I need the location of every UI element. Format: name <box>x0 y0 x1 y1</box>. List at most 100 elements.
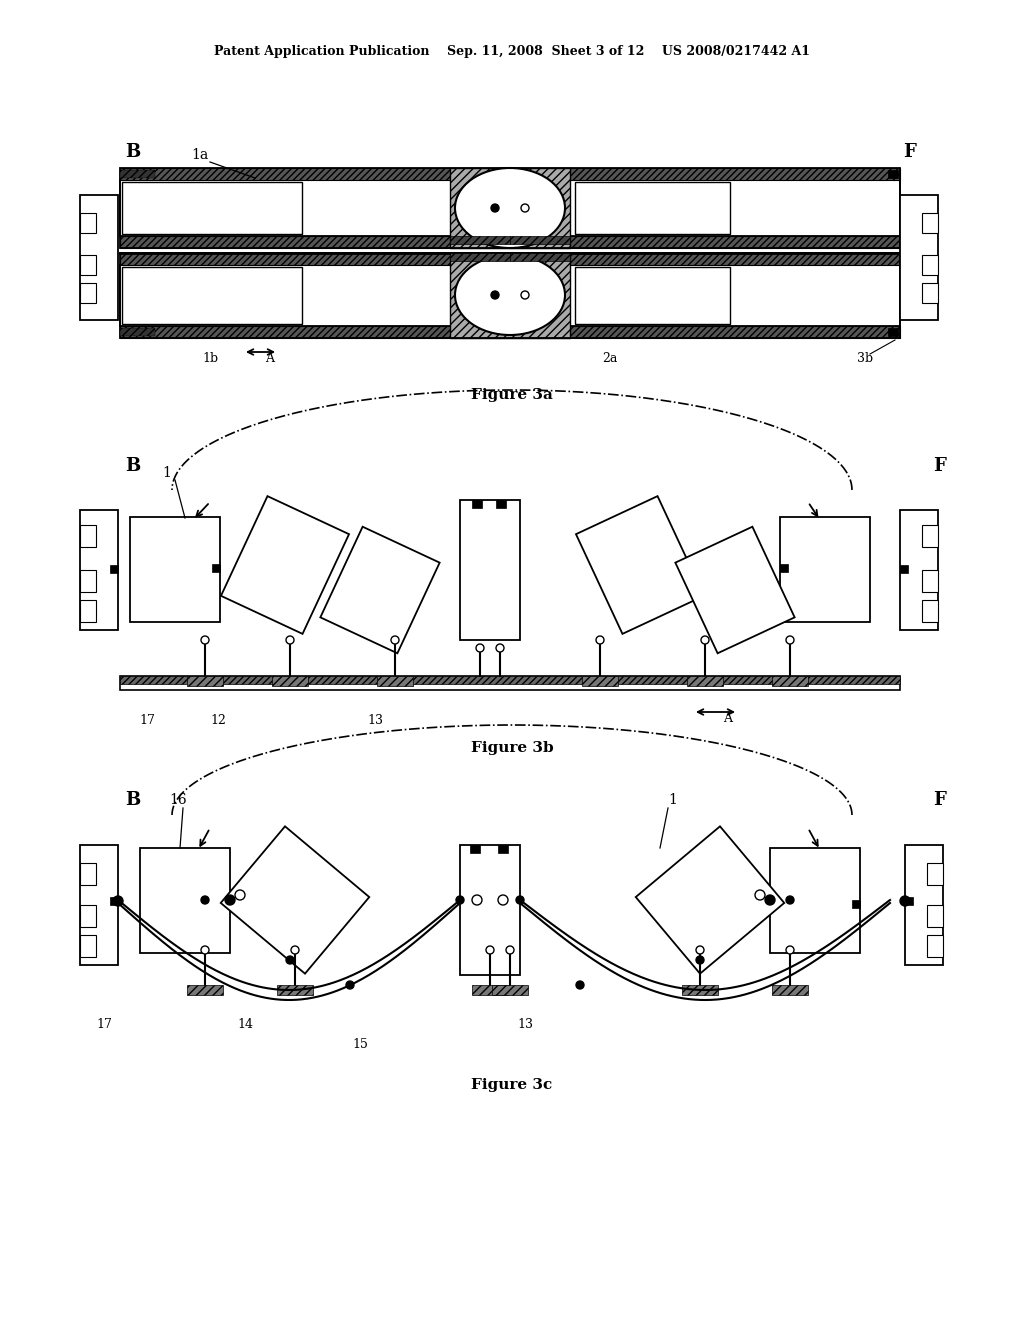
Text: F: F <box>903 143 916 161</box>
Text: 17: 17 <box>96 1019 112 1031</box>
Text: 14: 14 <box>237 1019 253 1031</box>
Bar <box>496 500 506 508</box>
Circle shape <box>596 636 604 644</box>
Polygon shape <box>676 527 795 653</box>
Text: Figure 3a: Figure 3a <box>471 388 553 403</box>
Circle shape <box>391 636 399 644</box>
Bar <box>682 985 718 995</box>
Bar <box>120 327 155 337</box>
Bar <box>900 510 938 630</box>
Bar <box>922 570 938 591</box>
Bar <box>122 267 302 323</box>
Bar <box>922 213 938 234</box>
Circle shape <box>286 636 294 644</box>
Polygon shape <box>575 496 705 634</box>
Bar <box>80 570 96 591</box>
Bar <box>120 170 155 178</box>
Bar <box>900 565 908 573</box>
Circle shape <box>490 205 499 213</box>
Bar <box>120 253 900 265</box>
Bar <box>575 182 730 234</box>
Text: 1a: 1a <box>191 148 209 162</box>
Text: 15: 15 <box>352 1039 368 1052</box>
Bar <box>80 845 118 965</box>
Bar <box>120 265 900 326</box>
Bar <box>80 935 96 957</box>
Bar <box>80 906 96 927</box>
Circle shape <box>506 946 514 954</box>
Polygon shape <box>221 826 370 974</box>
Bar <box>780 564 788 572</box>
Circle shape <box>516 896 524 904</box>
Text: 13: 13 <box>517 1019 534 1031</box>
Text: 2a: 2a <box>602 351 617 364</box>
Bar <box>130 517 220 622</box>
Circle shape <box>786 896 794 904</box>
Circle shape <box>786 946 794 954</box>
Bar <box>122 182 302 234</box>
Text: 16: 16 <box>169 793 186 807</box>
Bar <box>852 900 860 908</box>
Bar <box>472 985 508 995</box>
Bar <box>80 863 96 884</box>
Bar <box>472 500 482 508</box>
Bar <box>120 676 900 684</box>
Bar <box>492 985 528 995</box>
Bar <box>120 168 900 180</box>
Bar <box>927 863 943 884</box>
Bar <box>510 253 570 261</box>
Bar <box>772 985 808 995</box>
Circle shape <box>490 290 499 300</box>
Bar <box>187 985 223 995</box>
Bar <box>450 253 510 261</box>
Text: 1b: 1b <box>202 351 218 364</box>
Bar <box>120 253 900 338</box>
Circle shape <box>486 946 494 954</box>
Ellipse shape <box>455 168 565 248</box>
Text: 3b: 3b <box>857 351 873 364</box>
Circle shape <box>286 956 294 964</box>
Bar <box>120 326 900 338</box>
Text: B: B <box>125 457 140 475</box>
Text: Patent Application Publication    Sep. 11, 2008  Sheet 3 of 12    US 2008/021744: Patent Application Publication Sep. 11, … <box>214 45 810 58</box>
Bar <box>110 565 118 573</box>
Bar <box>450 253 570 338</box>
Text: Figure 3b: Figure 3b <box>471 741 553 755</box>
Bar <box>80 195 118 319</box>
Circle shape <box>755 890 765 900</box>
Circle shape <box>201 946 209 954</box>
Bar <box>922 525 938 546</box>
Polygon shape <box>321 527 439 653</box>
Circle shape <box>696 946 705 954</box>
Text: A: A <box>265 351 274 364</box>
Circle shape <box>225 895 234 906</box>
Text: A: A <box>724 711 732 725</box>
Circle shape <box>291 946 299 954</box>
Circle shape <box>498 895 508 906</box>
Bar <box>927 906 943 927</box>
Bar <box>212 564 220 572</box>
Bar <box>120 168 900 248</box>
Bar <box>80 255 96 275</box>
Circle shape <box>786 636 794 644</box>
Bar <box>110 898 118 906</box>
Bar <box>905 845 943 965</box>
Bar <box>120 236 900 248</box>
Text: 13: 13 <box>367 714 383 726</box>
Bar <box>187 676 223 686</box>
Text: 1: 1 <box>163 466 171 480</box>
Bar <box>888 327 898 337</box>
Bar <box>582 676 618 686</box>
Circle shape <box>496 644 504 652</box>
Bar <box>80 213 96 234</box>
Bar <box>140 847 230 953</box>
Text: F: F <box>934 457 946 475</box>
Circle shape <box>696 956 705 964</box>
Bar <box>278 985 313 995</box>
Bar <box>80 601 96 622</box>
Text: F: F <box>934 791 946 809</box>
Circle shape <box>701 636 709 644</box>
Bar <box>120 180 900 236</box>
Text: 17: 17 <box>139 714 155 726</box>
Ellipse shape <box>455 255 565 335</box>
